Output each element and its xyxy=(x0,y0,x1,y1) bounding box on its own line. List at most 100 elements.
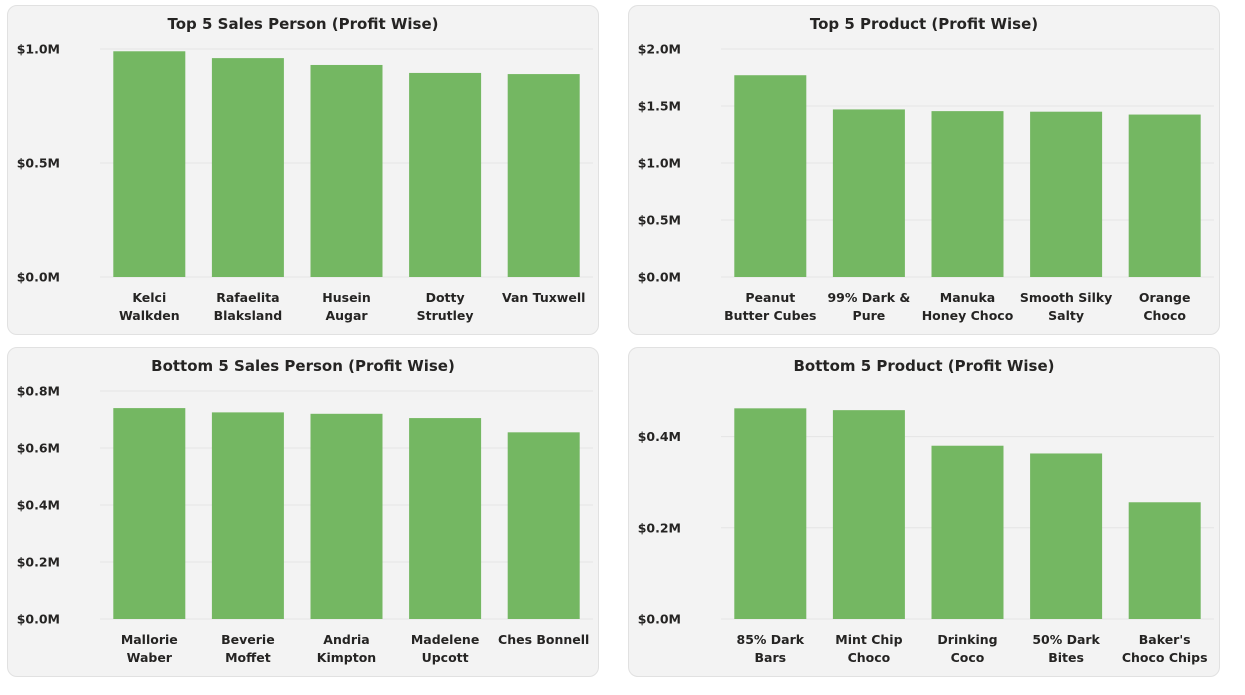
x-category-label: Ches Bonnell xyxy=(498,632,589,647)
x-category-label-line: Husein xyxy=(322,290,370,305)
bar[interactable] xyxy=(113,408,186,619)
x-category-label: Andria Kimpton xyxy=(317,632,376,665)
y-tick-label: $0.2M xyxy=(17,555,60,570)
bar[interactable] xyxy=(931,445,1004,619)
x-category-label-line: Van Tuxwell xyxy=(502,290,585,305)
x-category-label: Smooth Silky Salty xyxy=(1020,290,1112,323)
bar[interactable] xyxy=(409,72,482,277)
x-category-label-line: Choco Chips xyxy=(1122,650,1208,665)
x-category-label-line: Beverie xyxy=(221,632,275,647)
x-category-label-line: Moffet xyxy=(225,650,271,665)
bar[interactable] xyxy=(1030,111,1103,277)
x-category-label: 99% Dark & Pure xyxy=(827,290,910,323)
y-tick-label: $0.0M xyxy=(17,612,60,627)
chart-title: Bottom 5 Sales Person (Profit Wise) xyxy=(151,357,455,375)
x-category-label-line: Peanut xyxy=(745,290,795,305)
x-category-label-line: Orange xyxy=(1139,290,1191,305)
x-category-label-line: Upcott xyxy=(422,650,469,665)
x-category-label-line: Mint Chip xyxy=(835,632,902,647)
x-category-label-line: Pure xyxy=(853,308,886,323)
x-category-label-line: Walkden xyxy=(119,308,180,323)
x-category-label: Dotty Strutley xyxy=(417,290,474,323)
x-category-label-line: Augar xyxy=(325,308,368,323)
y-tick-label: $0.0M xyxy=(638,270,681,285)
x-category-label-line: Dotty xyxy=(426,290,465,305)
x-category-label: Orange Choco xyxy=(1139,290,1191,323)
x-category-label-line: Bars xyxy=(755,650,787,665)
y-tick-label: $0.0M xyxy=(17,270,60,285)
y-tick-label: $1.0M xyxy=(638,156,681,171)
bar[interactable] xyxy=(1030,453,1103,619)
x-category-label: Baker's Choco Chips xyxy=(1122,632,1208,665)
x-category-label-line: Kimpton xyxy=(317,650,376,665)
x-category-label-line: Butter Cubes xyxy=(724,308,816,323)
bar-chart: $0.0M $0.2M $0.4M 85% Dark Bars Mint Chip Choc… xyxy=(638,408,1214,665)
y-tick-label: $0.8M xyxy=(17,384,60,399)
x-category-label: Peanut Butter Cubes xyxy=(724,290,816,323)
bar[interactable] xyxy=(734,75,807,277)
y-tick-label: $0.2M xyxy=(638,520,681,535)
x-category-label-line: Coco xyxy=(951,650,985,665)
chart-panel-bottom-product: Bottom 5 Product (Profit Wise) $0.0M $0.2… xyxy=(628,347,1220,677)
bar[interactable] xyxy=(1128,502,1201,619)
x-category-label: Madelene Upcott xyxy=(411,632,479,665)
x-category-label: Drinking Coco xyxy=(937,632,997,665)
bar-chart: $0.0M $0.5M $1.0M $1.5M $2.0M Peanut Butter Cu… xyxy=(638,42,1214,323)
bar[interactable] xyxy=(507,432,580,619)
x-category-label: Kelci Walkden xyxy=(119,290,180,323)
y-tick-label: $0.6M xyxy=(17,441,60,456)
x-category-label-line: Ches Bonnell xyxy=(498,632,589,647)
x-category-label: Manuka Honey Choco xyxy=(922,290,1014,323)
x-category-label-line: Andria xyxy=(323,632,369,647)
bar-chart: $0.0M $0.2M $0.4M $0.6M $0.8M Mallorie Waber Be… xyxy=(17,384,593,665)
bar-chart: $0.0M $0.5M $1.0M Kelci Walkden Rafaelita Blak… xyxy=(17,42,593,323)
chart-panel-top-product: Top 5 Product (Profit Wise) $0.0M $0.5M $1… xyxy=(628,5,1220,335)
chart-panel-top-sales-person: Top 5 Sales Person (Profit Wise) $0.0M $0… xyxy=(7,5,599,335)
chart-title: Top 5 Sales Person (Profit Wise) xyxy=(167,15,439,33)
x-category-label: Husein Augar xyxy=(322,290,370,323)
x-category-label-line: Mallorie xyxy=(121,632,178,647)
x-category-label: Rafaelita Blaksland xyxy=(214,290,283,323)
x-category-label-line: Bites xyxy=(1048,650,1084,665)
bar[interactable] xyxy=(931,111,1004,277)
bar[interactable] xyxy=(211,58,284,278)
x-category-label: 50% Dark Bites xyxy=(1032,632,1100,665)
x-category-label: Mallorie Waber xyxy=(121,632,178,665)
x-category-label-line: Madelene xyxy=(411,632,479,647)
x-category-label-line: Manuka xyxy=(940,290,995,305)
x-category-label-line: Waber xyxy=(127,650,173,665)
chart-panel-bottom-sales-person: Bottom 5 Sales Person (Profit Wise) $0.0… xyxy=(7,347,599,677)
x-category-label-line: Honey Choco xyxy=(922,308,1014,323)
chart-title: Bottom 5 Product (Profit Wise) xyxy=(793,357,1055,375)
x-category-label: Mint Chip Choco xyxy=(835,632,902,665)
x-category-label: Van Tuxwell xyxy=(502,290,585,305)
x-category-label-line: Baker's xyxy=(1139,632,1191,647)
bar[interactable] xyxy=(211,412,284,619)
y-tick-label: $1.0M xyxy=(17,42,60,57)
bar[interactable] xyxy=(310,413,383,619)
x-category-label-line: Choco xyxy=(848,650,891,665)
y-tick-label: $0.4M xyxy=(17,498,60,513)
x-category-label-line: Strutley xyxy=(417,308,474,323)
x-category-label-line: Drinking xyxy=(937,632,997,647)
x-category-label: Beverie Moffet xyxy=(221,632,275,665)
y-tick-label: $0.4M xyxy=(638,429,681,444)
bar[interactable] xyxy=(1128,114,1201,277)
x-category-label-line: Kelci xyxy=(132,290,166,305)
x-category-label-line: Blaksland xyxy=(214,308,283,323)
y-tick-label: $0.5M xyxy=(17,156,60,171)
x-category-label-line: 85% Dark xyxy=(737,632,805,647)
bar[interactable] xyxy=(832,410,905,619)
bar[interactable] xyxy=(734,408,807,619)
x-category-label-line: 99% Dark & xyxy=(827,290,910,305)
y-tick-label: $0.5M xyxy=(638,213,681,228)
y-tick-label: $2.0M xyxy=(638,42,681,57)
bar[interactable] xyxy=(507,74,580,277)
x-category-label-line: Choco xyxy=(1143,308,1186,323)
x-category-label-line: Smooth Silky xyxy=(1020,290,1112,305)
bar[interactable] xyxy=(832,109,905,277)
y-tick-label: $1.5M xyxy=(638,99,681,114)
bar[interactable] xyxy=(113,51,186,277)
bar[interactable] xyxy=(310,64,383,278)
bar[interactable] xyxy=(409,418,482,619)
